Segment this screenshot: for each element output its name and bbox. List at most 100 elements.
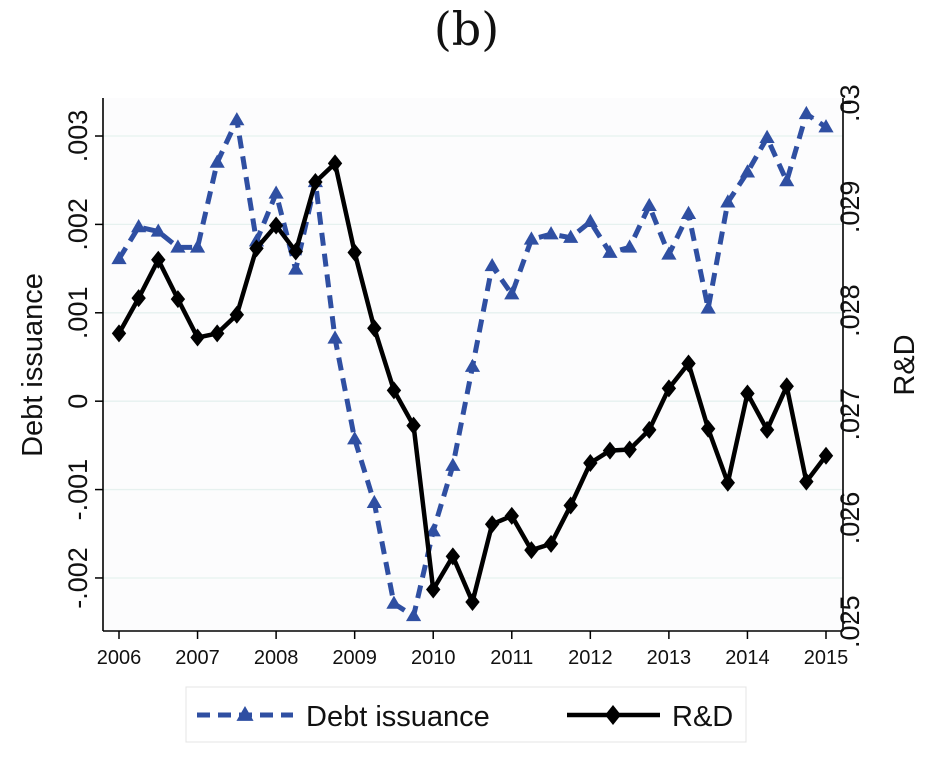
series-layer bbox=[111, 105, 834, 622]
rd-point-10 bbox=[308, 172, 323, 191]
debt-point-1 bbox=[131, 219, 147, 233]
debt-point-16 bbox=[425, 523, 441, 537]
debt-point-21 bbox=[523, 231, 540, 245]
debt-point-17 bbox=[445, 457, 461, 471]
y-axis-left-title: Debt issuance bbox=[17, 273, 49, 457]
debt-point-19 bbox=[484, 257, 500, 272]
legend-debt-marker bbox=[236, 706, 254, 721]
y-right-tick-label-2: .027 bbox=[835, 388, 865, 441]
x-tick-label-2009: 2009 bbox=[332, 647, 377, 669]
debt-point-20 bbox=[504, 286, 520, 300]
debt-point-9 bbox=[288, 261, 304, 275]
debt-point-36 bbox=[818, 119, 834, 133]
x-tick-label-2014: 2014 bbox=[725, 647, 770, 669]
rd-point-13 bbox=[367, 319, 382, 338]
rd-point-24 bbox=[583, 454, 598, 473]
axes bbox=[102, 98, 844, 632]
x-tick-label-2012: 2012 bbox=[568, 647, 613, 669]
rd-point-3 bbox=[170, 290, 186, 309]
rd-point-30 bbox=[700, 419, 716, 438]
debt-point-8 bbox=[268, 185, 284, 199]
rd-point-11 bbox=[327, 154, 343, 173]
x-tick-label-2010: 2010 bbox=[411, 647, 456, 669]
debt-point-3 bbox=[170, 239, 186, 253]
x-tick-label-2011: 2011 bbox=[490, 647, 533, 669]
debt-point-15 bbox=[405, 607, 422, 622]
legend-debt-symbol bbox=[197, 706, 293, 721]
y-axis-right-title: R&D bbox=[889, 334, 921, 395]
y-left-tick-label-5: .003 bbox=[63, 110, 93, 163]
y-left-tick-label-3: .001 bbox=[63, 287, 93, 340]
rd-point-0 bbox=[111, 324, 127, 343]
legend-rd-symbol bbox=[567, 705, 660, 725]
legend-label-rd: R&D bbox=[672, 701, 733, 733]
rd-point-21 bbox=[524, 541, 539, 560]
x-tick-label-2013: 2013 bbox=[647, 647, 692, 669]
rd-point-20 bbox=[504, 506, 519, 525]
debt-point-6 bbox=[229, 112, 245, 126]
debt-point-18 bbox=[464, 358, 481, 372]
rd-point-29 bbox=[681, 354, 696, 373]
debt-point-29 bbox=[680, 205, 697, 219]
rd-point-6 bbox=[229, 305, 245, 324]
y-right-tick-label-3: .028 bbox=[835, 284, 865, 337]
rd-point-8 bbox=[268, 216, 284, 235]
rd-point-19 bbox=[484, 515, 500, 534]
x-tick-label-2007: 2007 bbox=[175, 647, 220, 669]
rd-point-35 bbox=[799, 472, 814, 491]
x-tick-label-2006: 2006 bbox=[97, 647, 142, 669]
debt-point-27 bbox=[641, 197, 657, 212]
rd-point-28 bbox=[661, 379, 677, 398]
legend-label-debt: Debt issuance bbox=[306, 701, 490, 733]
debt-point-34 bbox=[779, 173, 795, 187]
debt-point-2 bbox=[150, 223, 166, 237]
y-right-tick-label-1: .026 bbox=[835, 492, 865, 545]
gridlines bbox=[103, 135, 843, 579]
rd-point-26 bbox=[622, 440, 637, 459]
rd-point-4 bbox=[190, 328, 205, 347]
rd-point-27 bbox=[642, 420, 657, 439]
rd-point-15 bbox=[406, 416, 421, 435]
y-right-tick-label-0: .025 bbox=[835, 595, 865, 648]
debt-point-4 bbox=[189, 239, 206, 253]
rd-point-25 bbox=[602, 441, 618, 460]
rd-point-36 bbox=[818, 446, 834, 465]
y-left-tick-label-1: -.001 bbox=[63, 459, 93, 521]
rd-point-12 bbox=[347, 243, 362, 262]
y-right-tick-label-4: .029 bbox=[835, 181, 865, 234]
debt-point-33 bbox=[759, 129, 775, 143]
rd-point-7 bbox=[249, 239, 264, 258]
rd-point-18 bbox=[465, 592, 480, 611]
rd-point-2 bbox=[151, 250, 166, 269]
debt-point-30 bbox=[700, 300, 716, 314]
rd-point-22 bbox=[543, 534, 559, 553]
x-tick-label-2015: 2015 bbox=[804, 647, 849, 669]
y-right-tick-label-5: .03 bbox=[835, 84, 865, 122]
rd-point-5 bbox=[209, 324, 225, 343]
rd-point-1 bbox=[131, 289, 146, 308]
debt-point-35 bbox=[798, 105, 814, 120]
rd-point-34 bbox=[779, 377, 794, 396]
legend-rd-marker bbox=[605, 705, 621, 725]
rd-point-32 bbox=[740, 384, 755, 403]
debt-point-24 bbox=[582, 213, 598, 227]
debt-point-13 bbox=[366, 494, 382, 509]
y-left-tick-label-0: -.002 bbox=[63, 547, 93, 609]
ticks: 2006 2007 2008 2009 2010 2011 2012 2013 2014 2015… bbox=[63, 84, 865, 669]
rd-point-9 bbox=[288, 242, 303, 261]
debt-point-23 bbox=[563, 229, 579, 243]
rd-point-31 bbox=[720, 473, 736, 492]
debt-point-14 bbox=[386, 595, 402, 609]
figure-label: (b) bbox=[433, 2, 500, 56]
debt-point-22 bbox=[543, 226, 559, 240]
x-tick-label-2008: 2008 bbox=[254, 647, 299, 669]
debt-point-28 bbox=[661, 246, 677, 260]
debt-point-0 bbox=[111, 250, 127, 265]
rd-point-16 bbox=[426, 580, 441, 599]
debt-point-32 bbox=[739, 164, 756, 178]
debt-point-5 bbox=[209, 154, 225, 168]
debt-point-26 bbox=[622, 239, 638, 253]
rd-point-17 bbox=[445, 547, 461, 566]
rd-point-14 bbox=[386, 381, 402, 400]
